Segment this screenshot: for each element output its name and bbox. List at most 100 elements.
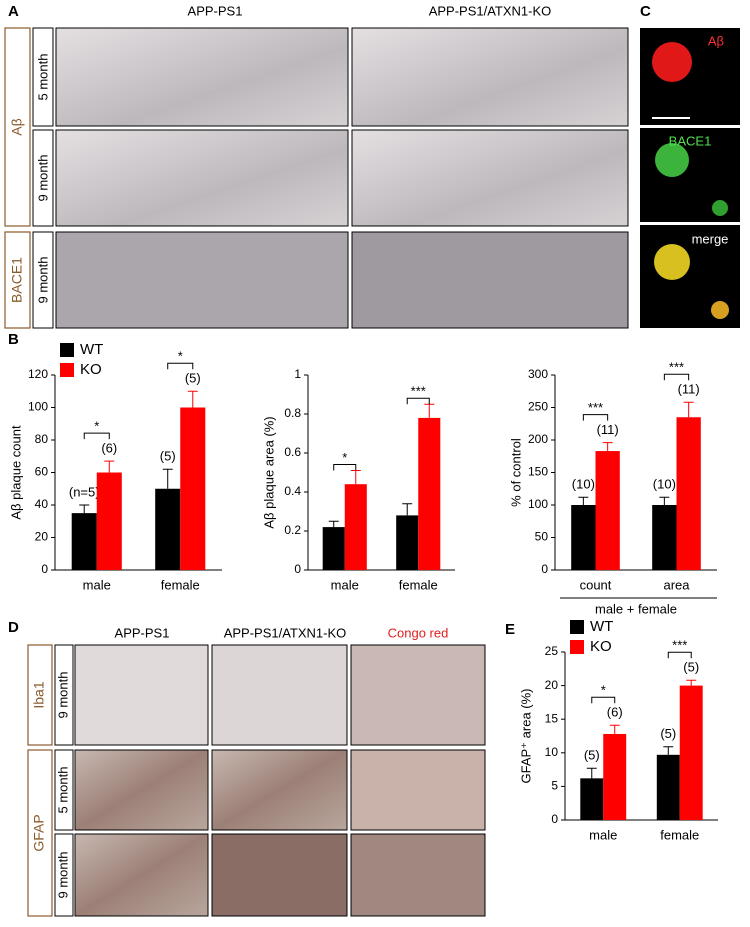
y-tick-label: 5	[551, 779, 558, 793]
error-bar	[79, 504, 90, 514]
group-boxes	[27, 644, 53, 917]
row-label: 9 month	[55, 672, 70, 719]
row-boxes	[54, 644, 74, 917]
y-axis-label: Aβ plaque area (%)	[261, 416, 276, 528]
bar	[344, 484, 367, 570]
significance-label: *	[601, 683, 606, 698]
row-label: 5 month	[35, 54, 50, 101]
n-label: (10)	[653, 477, 676, 492]
y-tick-label: 50	[535, 530, 549, 544]
panel-letter: C	[640, 3, 651, 20]
micrographs-c	[640, 28, 740, 328]
y-tick-label: 100	[28, 400, 48, 414]
y-tick-label: 0.2	[284, 523, 301, 537]
y-tick-label: 15	[545, 711, 559, 725]
error-bar	[663, 746, 674, 755]
bar	[396, 515, 419, 570]
error-bar	[328, 520, 339, 528]
row-label: 9 month	[55, 852, 70, 899]
significance-label: ***	[669, 360, 684, 375]
y-tick-label: 80	[35, 432, 49, 446]
significance-bracket	[582, 414, 609, 421]
bar	[580, 778, 604, 820]
column-header: APP-PS1/ATXN1-KO	[224, 625, 347, 640]
n-label: (5)	[660, 726, 676, 741]
bar	[656, 754, 680, 820]
error-bar	[609, 724, 620, 734]
channel-label: merge	[692, 231, 729, 246]
legend-swatch	[60, 363, 74, 377]
error-bar	[586, 767, 597, 779]
error-bar	[424, 403, 435, 418]
bar	[180, 407, 206, 570]
panel-letter: A	[8, 3, 19, 20]
x-tick-label: male	[589, 827, 617, 842]
error-bar	[686, 679, 697, 686]
column-header: APP-PS1	[188, 3, 243, 18]
y-tick-label: 150	[528, 465, 548, 479]
y-tick-label: 200	[528, 432, 548, 446]
x-axis-label: male + female	[595, 601, 677, 616]
bar	[418, 417, 441, 570]
significance-bracket	[333, 464, 357, 471]
panel-letter: D	[8, 619, 19, 636]
x-tick-label: male	[83, 577, 111, 592]
n-label: (5)	[584, 748, 600, 763]
y-tick-label: 40	[35, 497, 49, 511]
x-tick-label: count	[580, 577, 612, 592]
n-label: (6)	[101, 441, 117, 456]
significance-bracket	[591, 696, 616, 704]
y-axis-label: Aβ plaque count	[8, 425, 23, 520]
y-tick-label: 0	[41, 562, 48, 576]
legend-label: WT	[590, 618, 613, 635]
significance-label: ***	[411, 384, 426, 399]
bar	[96, 472, 122, 570]
bar	[676, 417, 701, 570]
error-bar	[659, 496, 670, 505]
x-tick-label: female	[660, 827, 699, 842]
row-boxes	[32, 27, 54, 329]
y-tick-label: 120	[28, 367, 48, 381]
significance-bracket	[83, 432, 110, 440]
significance-label: ***	[672, 638, 687, 653]
y-tick-label: 0.4	[284, 484, 301, 498]
column-header: APP-PS1/ATXN1-KO	[429, 3, 552, 18]
n-label: (5)	[160, 449, 176, 464]
significance-bracket	[167, 362, 194, 370]
row-label: 9 month	[35, 155, 50, 202]
x-tick-label: male	[331, 577, 359, 592]
error-bar	[402, 503, 413, 516]
bar	[603, 733, 627, 820]
error-bar	[187, 390, 198, 408]
significance-label: *	[342, 450, 347, 465]
significance-bracket	[406, 397, 430, 405]
bar	[571, 505, 596, 570]
y-tick-label: 0	[551, 812, 558, 826]
group-label: GFAP	[31, 814, 47, 851]
y-tick-label: 60	[35, 465, 49, 479]
x-tick-label: area	[663, 577, 690, 592]
y-tick-label: 25	[545, 644, 559, 658]
significance-label: *	[94, 419, 99, 434]
channel-label: BACE1	[669, 133, 712, 148]
error-bar	[162, 468, 173, 489]
column-header: APP-PS1	[115, 625, 170, 640]
bar	[71, 513, 97, 570]
group-boxes	[4, 27, 31, 329]
significance-label: ***	[588, 400, 603, 415]
y-tick-label: 0.8	[284, 406, 301, 420]
error-bar	[104, 460, 115, 473]
error-bar	[350, 470, 361, 485]
panel-letter: E	[505, 621, 515, 638]
row-label: 9 month	[35, 257, 50, 304]
column-header: Congo red	[388, 625, 449, 640]
legend-label: KO	[80, 361, 102, 378]
y-tick-label: 0	[541, 562, 548, 576]
group-label: BACE1	[9, 257, 25, 303]
bar	[679, 685, 703, 820]
y-tick-label: 20	[545, 678, 559, 692]
bar	[322, 527, 345, 570]
y-tick-label: 10	[545, 745, 559, 759]
channel-label: Aβ	[708, 33, 724, 48]
